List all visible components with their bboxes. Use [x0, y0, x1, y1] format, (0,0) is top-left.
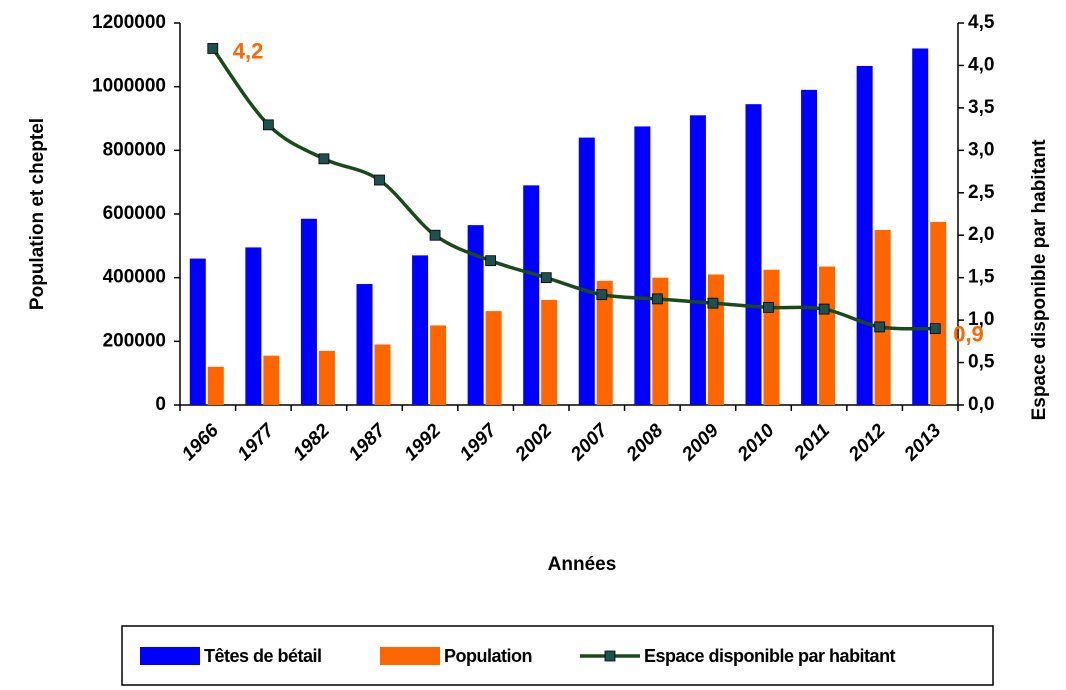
y2-tick-label: 0,5	[968, 352, 995, 373]
bar	[874, 229, 891, 405]
legend-label: Têtes de bétail	[204, 646, 322, 666]
bar	[207, 366, 224, 405]
x-tick-label: 1982	[289, 420, 334, 465]
legend-swatch	[604, 650, 616, 662]
x-tick-label: 2013	[900, 420, 946, 466]
y2-tick-label: 1,5	[968, 267, 995, 288]
marker	[318, 153, 330, 165]
marker	[763, 301, 774, 313]
bar	[412, 255, 429, 405]
x-tick-label: 1987	[345, 419, 391, 465]
data-label: 4,2	[233, 38, 264, 63]
x-tick-label: 1977	[234, 419, 280, 465]
marker	[485, 255, 497, 267]
y2-tick-label: 2,5	[968, 182, 995, 203]
x-tick-label: 1992	[400, 420, 445, 465]
x-tick-label: 2009	[678, 420, 724, 466]
legend-swatch	[140, 647, 200, 665]
marker	[596, 289, 608, 301]
data-label: 0,9	[953, 321, 984, 346]
marker	[818, 303, 830, 315]
bar	[856, 65, 873, 405]
bar	[578, 137, 595, 405]
bar	[801, 89, 818, 405]
y-tick-label: 800000	[103, 139, 166, 160]
bar	[541, 299, 558, 405]
bar	[189, 258, 206, 405]
marker	[262, 119, 274, 131]
y2-tick-label: 3,5	[968, 97, 995, 118]
bar	[356, 284, 373, 405]
x-tick-label: 1966	[178, 420, 223, 465]
legend-box	[121, 625, 994, 686]
bar	[318, 350, 335, 405]
y-axis-title: Population et cheptel	[27, 118, 48, 310]
bar	[745, 104, 762, 406]
marker	[651, 293, 663, 305]
bar	[430, 325, 447, 405]
y2-tick-label: 0,0	[968, 394, 994, 415]
x-tick-label: 1997	[456, 419, 502, 465]
y2-axis-title: Espace disponible par habitant	[1029, 139, 1050, 421]
x-tick-label: 2008	[622, 420, 668, 466]
y-tick-label: 1000000	[92, 76, 166, 97]
y-tick-label: 1200000	[92, 12, 166, 33]
x-axis-title: Années	[548, 554, 617, 575]
bar	[485, 311, 502, 405]
bar	[763, 269, 780, 405]
x-tick-label: 2007	[566, 419, 612, 465]
marker	[874, 321, 886, 333]
marker	[207, 43, 219, 54]
bar	[245, 247, 262, 405]
y-tick-label: 600000	[103, 203, 166, 224]
legend-label: Espace disponible par habitant	[644, 646, 896, 666]
bar	[634, 126, 651, 405]
bar	[652, 277, 669, 405]
y2-tick-label: 4,5	[968, 12, 995, 33]
bar	[930, 221, 947, 405]
x-tick-label: 2011	[790, 420, 834, 464]
y2-tick-label: 2,0	[968, 224, 994, 245]
bar	[689, 115, 706, 406]
bar	[819, 266, 836, 405]
y-tick-label: 400000	[103, 267, 166, 288]
bar	[263, 355, 280, 405]
x-tick-label: 2012	[844, 420, 890, 466]
y2-tick-label: 3,0	[968, 139, 994, 160]
x-tick-label: 2010	[733, 420, 779, 466]
bar	[300, 218, 317, 405]
y2-tick-label: 1,0	[968, 309, 994, 330]
legend-label: Population	[444, 646, 532, 666]
y-tick-label: 200000	[103, 330, 166, 351]
y2-tick-label: 4,0	[968, 54, 994, 75]
bar	[523, 185, 540, 405]
y-tick-label: 0	[155, 394, 166, 415]
marker	[707, 297, 719, 309]
marker	[929, 323, 941, 335]
marker	[540, 272, 552, 284]
legend-swatch	[380, 647, 440, 665]
bar	[467, 225, 484, 405]
marker	[374, 174, 385, 186]
bar	[374, 344, 391, 405]
bar	[912, 48, 929, 405]
x-tick-label: 2002	[511, 420, 557, 466]
bar	[596, 280, 613, 405]
marker	[429, 229, 441, 241]
bar	[707, 274, 724, 405]
